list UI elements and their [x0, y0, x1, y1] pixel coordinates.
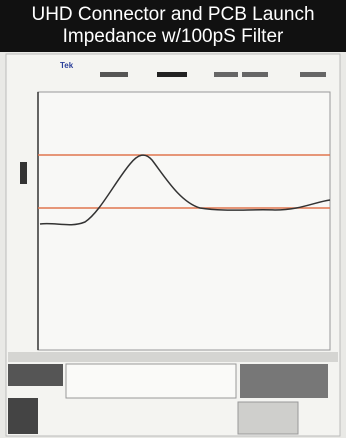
title-line: UHD Connector and PCB Launch [0, 4, 346, 26]
menu-block [242, 72, 268, 77]
menu-block [100, 72, 128, 77]
screenshot: UHD Connector and PCB Launch Impedance w… [0, 0, 346, 438]
title-banner: UHD Connector and PCB Launch Impedance w… [0, 0, 346, 52]
panel-block [8, 364, 63, 386]
panel-block [240, 364, 328, 398]
panel-block [8, 398, 38, 434]
status-bar [8, 352, 338, 362]
menu-block [300, 72, 326, 77]
panel-block [238, 402, 298, 434]
scope-screen: Tek [0, 52, 346, 438]
graticule [38, 92, 330, 350]
title-line: Impedance w/100pS Filter [0, 26, 346, 48]
menu-block [214, 72, 238, 77]
readout-table [66, 364, 236, 398]
marker [20, 162, 27, 184]
menu-block [157, 72, 187, 77]
brand: Tek [60, 61, 74, 70]
